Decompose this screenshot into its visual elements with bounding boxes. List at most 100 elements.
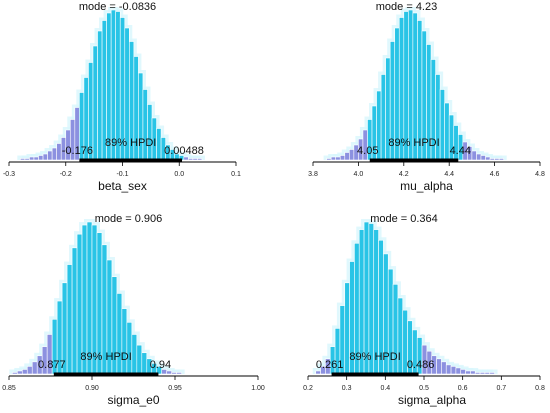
mode-annotation: mode = -0.0836: [79, 1, 156, 13]
mode-annotation: mode = 0.906: [95, 213, 163, 225]
histogram-bar: [171, 372, 177, 375]
histogram-bar: [484, 372, 491, 375]
x-tick-label: 4.8: [535, 171, 545, 178]
x-tick-label: 0.6: [458, 385, 468, 392]
histogram-bar: [480, 155, 486, 161]
panel-mu_alpha: 3.8 4.0 4.2 4.4 4.6 4.8 mu_alpha mode = 4.23 89%…: [308, 1, 545, 193]
histogram-bar: [344, 152, 350, 161]
histogram-bar: [498, 158, 504, 161]
histogram-bar: [26, 366, 33, 375]
histogram-bar: [42, 153, 48, 161]
x-tick-label: 0.4: [380, 385, 390, 392]
histogram-bar: [147, 104, 153, 161]
histogram-bar: [92, 45, 98, 161]
bar-glow: [496, 155, 507, 160]
histogram-bar: [156, 128, 162, 161]
histogram-bars: [12, 221, 182, 375]
histogram-bar: [436, 358, 442, 375]
histogram-bar: [349, 149, 355, 161]
panel-beta_sex: -0.3 -0.2 -0.1 0.0 0.1 beta_sex mode = -0.0836…: [3, 1, 241, 193]
histogram-bar: [479, 372, 486, 375]
x-axis-label: sigma_alpha: [398, 393, 466, 407]
histogram-bar: [197, 158, 203, 161]
x-axis-label: sigma_e0: [107, 393, 159, 407]
x-tick-label: 0.1: [231, 171, 241, 178]
x-tick-label: 0.0: [174, 171, 184, 178]
histogram-bar: [56, 143, 62, 161]
histogram-bar: [183, 156, 189, 161]
x-axis-label: beta_sex: [98, 179, 147, 193]
x-tick-label: 0.8: [535, 385, 545, 392]
x-tick-label: 0.95: [168, 385, 182, 392]
histogram-bar: [141, 352, 148, 375]
histogram-bar: [465, 370, 471, 375]
histogram-bar: [441, 361, 447, 375]
histogram-bar: [471, 150, 477, 161]
panel-sigma_e0: 0.85 0.90 0.95 1.00 sigma_e0 mode = 0.906 89% …: [2, 213, 265, 407]
histogram-bar: [20, 158, 26, 161]
histogram-bar: [444, 102, 450, 161]
x-tick-label: 0.85: [2, 385, 16, 392]
histogram-bar: [136, 344, 143, 375]
x-axis-label: mu_alpha: [400, 179, 453, 193]
hpdi-label: 89% HPDI: [80, 351, 131, 363]
x-tick-label: 3.8: [308, 171, 318, 178]
x-tick-label: 4.6: [490, 171, 500, 178]
hpdi-lower-bound-label: 0.261: [316, 359, 344, 371]
mode-annotation: mode = 0.364: [370, 213, 438, 225]
histogram-bar: [474, 372, 481, 375]
histogram-bar: [21, 369, 28, 375]
histogram-bar: [29, 156, 35, 161]
x-tick-label: 0.7: [496, 385, 506, 392]
histogram-bar: [485, 156, 491, 161]
x-tick-label: 0.5: [419, 385, 429, 392]
histogram-bar: [460, 369, 466, 375]
x-tick-label: -0.3: [3, 171, 15, 178]
histogram-bar: [47, 150, 53, 161]
x-tick-label: 0.90: [85, 385, 99, 392]
histogram-bars: [20, 9, 203, 161]
hpdi-upper-bound-label: 0.00488: [164, 145, 204, 157]
x-tick-label: 4.2: [399, 171, 409, 178]
x-tick-label: -0.1: [116, 171, 128, 178]
mode-annotation: mode = 4.23: [376, 1, 437, 13]
hpdi-upper-bound-label: 0.94: [150, 359, 171, 371]
histogram-bar: [335, 156, 341, 161]
bar-glow: [194, 155, 205, 160]
histogram-bar: [470, 370, 476, 375]
bar-glow: [486, 369, 498, 374]
histogram-bar: [339, 155, 346, 161]
bar-glow: [173, 369, 185, 374]
hpdi-lower-bound-label: -0.176: [62, 145, 93, 157]
histogram-bar: [330, 156, 337, 161]
x-tick-label: 0.2: [303, 385, 313, 392]
histogram-bar: [121, 308, 128, 375]
hpdi-label: 89% HPDI: [349, 351, 400, 363]
histogram-bar: [489, 372, 495, 375]
histogram-bar: [326, 158, 332, 161]
x-tick-label: 1.00: [251, 385, 265, 392]
histogram-bar: [97, 30, 103, 161]
histogram-bar: [12, 372, 18, 375]
x-tick-label: -0.2: [60, 171, 72, 178]
histogram-bar: [166, 370, 172, 375]
histogram-bar: [439, 89, 445, 161]
hpdi-upper-bound-label: 4.44: [450, 145, 471, 157]
x-tick-label: 4.4: [444, 171, 454, 178]
hpdi-label: 89% HPDI: [105, 137, 156, 149]
hpdi-lower-bound-label: 0.877: [38, 359, 66, 371]
histogram-bar: [38, 155, 44, 161]
histogram-bar: [455, 367, 462, 375]
histogram-bar: [176, 372, 182, 375]
histogram-bar: [51, 147, 57, 161]
histogram-bar: [489, 158, 495, 161]
histogram-bar: [476, 153, 482, 161]
x-tick-label: 4.0: [354, 171, 364, 178]
histogram-bar: [188, 158, 194, 161]
hpdi-upper-bound-label: 0.486: [407, 359, 435, 371]
histogram-bar: [71, 247, 78, 375]
histogram-bar: [24, 158, 30, 161]
histogram-bar: [131, 334, 138, 375]
